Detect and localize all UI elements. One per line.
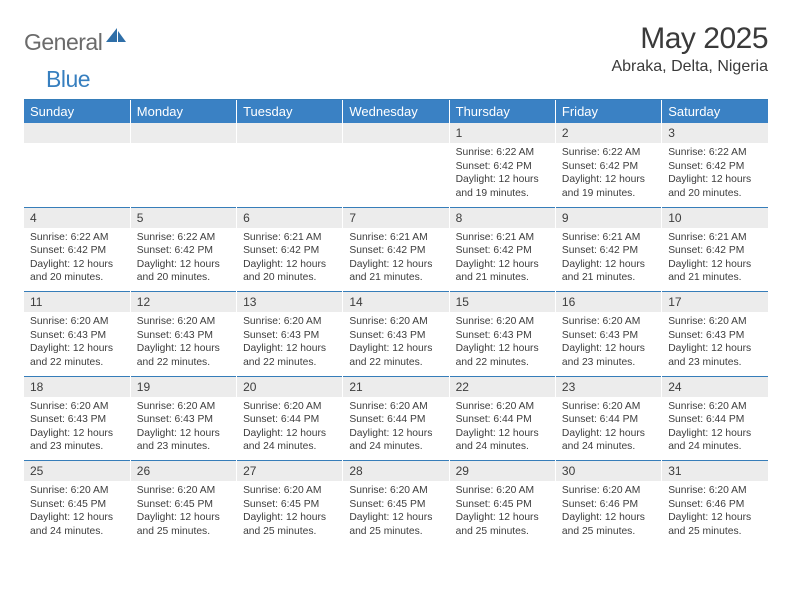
day-info-cell: Sunrise: 6:22 AM Sunset: 6:42 PM Dayligh… xyxy=(449,143,555,207)
day-number: 16 xyxy=(555,292,661,312)
day-info-cell: Sunrise: 6:20 AM Sunset: 6:43 PM Dayligh… xyxy=(343,312,449,376)
day-header: Sunday xyxy=(24,100,130,123)
day-number: 8 xyxy=(449,208,555,228)
day-number: 28 xyxy=(343,461,449,481)
month-title: May 2025 xyxy=(611,22,768,56)
title-block: May 2025 Abraka, Delta, Nigeria xyxy=(611,22,768,76)
day-info-cell: Sunrise: 6:20 AM Sunset: 6:43 PM Dayligh… xyxy=(237,312,343,376)
day-info-cell: Sunrise: 6:21 AM Sunset: 6:42 PM Dayligh… xyxy=(343,228,449,292)
day-info-cell xyxy=(130,143,236,207)
day-number: 24 xyxy=(662,377,768,397)
day-number: 13 xyxy=(237,292,343,312)
day-info-cell: Sunrise: 6:20 AM Sunset: 6:45 PM Dayligh… xyxy=(237,481,343,545)
day-number xyxy=(237,123,343,143)
location-label: Abraka, Delta, Nigeria xyxy=(611,58,768,76)
day-info-row: Sunrise: 6:20 AM Sunset: 6:43 PM Dayligh… xyxy=(24,397,768,461)
day-number: 30 xyxy=(555,461,661,481)
day-number: 31 xyxy=(662,461,768,481)
day-info-cell: Sunrise: 6:20 AM Sunset: 6:43 PM Dayligh… xyxy=(130,397,236,461)
day-number: 10 xyxy=(662,208,768,228)
day-info-cell: Sunrise: 6:20 AM Sunset: 6:43 PM Dayligh… xyxy=(555,312,661,376)
calendar-head: Sunday Monday Tuesday Wednesday Thursday… xyxy=(24,100,768,123)
day-info-cell: Sunrise: 6:20 AM Sunset: 6:44 PM Dayligh… xyxy=(449,397,555,461)
calendar-body: 123Sunrise: 6:22 AM Sunset: 6:42 PM Dayl… xyxy=(24,123,768,545)
day-info-cell: Sunrise: 6:22 AM Sunset: 6:42 PM Dayligh… xyxy=(24,228,130,292)
day-info-cell: Sunrise: 6:20 AM Sunset: 6:43 PM Dayligh… xyxy=(449,312,555,376)
day-number xyxy=(343,123,449,143)
day-info-cell: Sunrise: 6:22 AM Sunset: 6:42 PM Dayligh… xyxy=(662,143,768,207)
day-number: 20 xyxy=(237,377,343,397)
day-number: 5 xyxy=(130,208,236,228)
day-info-row: Sunrise: 6:22 AM Sunset: 6:42 PM Dayligh… xyxy=(24,143,768,207)
day-number: 29 xyxy=(449,461,555,481)
day-info-cell: Sunrise: 6:22 AM Sunset: 6:42 PM Dayligh… xyxy=(555,143,661,207)
day-info-cell: Sunrise: 6:20 AM Sunset: 6:45 PM Dayligh… xyxy=(449,481,555,545)
day-info-cell: Sunrise: 6:20 AM Sunset: 6:46 PM Dayligh… xyxy=(662,481,768,545)
day-header: Saturday xyxy=(662,100,768,123)
day-number: 25 xyxy=(24,461,130,481)
day-number: 17 xyxy=(662,292,768,312)
day-number: 15 xyxy=(449,292,555,312)
day-number: 2 xyxy=(555,123,661,143)
day-number: 26 xyxy=(130,461,236,481)
day-info-cell: Sunrise: 6:20 AM Sunset: 6:45 PM Dayligh… xyxy=(24,481,130,545)
day-number-row: 45678910 xyxy=(24,208,768,228)
day-number: 27 xyxy=(237,461,343,481)
day-header: Monday xyxy=(130,100,236,123)
day-number: 22 xyxy=(449,377,555,397)
day-number: 19 xyxy=(130,377,236,397)
day-number: 3 xyxy=(662,123,768,143)
day-info-cell: Sunrise: 6:20 AM Sunset: 6:44 PM Dayligh… xyxy=(555,397,661,461)
day-number: 9 xyxy=(555,208,661,228)
day-info-cell xyxy=(24,143,130,207)
day-info-cell: Sunrise: 6:20 AM Sunset: 6:46 PM Dayligh… xyxy=(555,481,661,545)
calendar-table: Sunday Monday Tuesday Wednesday Thursday… xyxy=(24,100,768,545)
day-number: 21 xyxy=(343,377,449,397)
day-info-row: Sunrise: 6:20 AM Sunset: 6:43 PM Dayligh… xyxy=(24,312,768,376)
brand-sail-icon xyxy=(106,28,126,42)
day-info-cell: Sunrise: 6:21 AM Sunset: 6:42 PM Dayligh… xyxy=(237,228,343,292)
day-number-row: 25262728293031 xyxy=(24,461,768,481)
day-number: 1 xyxy=(449,123,555,143)
day-info-cell: Sunrise: 6:22 AM Sunset: 6:42 PM Dayligh… xyxy=(130,228,236,292)
brand-text-1: General xyxy=(24,29,102,56)
day-info-cell: Sunrise: 6:20 AM Sunset: 6:43 PM Dayligh… xyxy=(662,312,768,376)
day-header-row: Sunday Monday Tuesday Wednesday Thursday… xyxy=(24,100,768,123)
day-number: 14 xyxy=(343,292,449,312)
day-info-cell xyxy=(343,143,449,207)
day-header: Wednesday xyxy=(343,100,449,123)
day-info-cell: Sunrise: 6:21 AM Sunset: 6:42 PM Dayligh… xyxy=(555,228,661,292)
day-number: 7 xyxy=(343,208,449,228)
day-info-cell xyxy=(237,143,343,207)
day-info-cell: Sunrise: 6:20 AM Sunset: 6:44 PM Dayligh… xyxy=(662,397,768,461)
day-info-cell: Sunrise: 6:20 AM Sunset: 6:43 PM Dayligh… xyxy=(24,312,130,376)
day-info-row: Sunrise: 6:22 AM Sunset: 6:42 PM Dayligh… xyxy=(24,228,768,292)
day-number-row: 18192021222324 xyxy=(24,377,768,397)
calendar-page: General May 2025 Abraka, Delta, Nigeria … xyxy=(0,0,792,545)
day-number xyxy=(24,123,130,143)
day-number xyxy=(130,123,236,143)
day-number: 6 xyxy=(237,208,343,228)
day-info-cell: Sunrise: 6:20 AM Sunset: 6:44 PM Dayligh… xyxy=(343,397,449,461)
day-number: 23 xyxy=(555,377,661,397)
day-info-cell: Sunrise: 6:21 AM Sunset: 6:42 PM Dayligh… xyxy=(449,228,555,292)
day-number: 18 xyxy=(24,377,130,397)
day-header: Tuesday xyxy=(237,100,343,123)
day-info-cell: Sunrise: 6:21 AM Sunset: 6:42 PM Dayligh… xyxy=(662,228,768,292)
brand-logo: General xyxy=(24,22,128,56)
day-number: 11 xyxy=(24,292,130,312)
day-header: Thursday xyxy=(449,100,555,123)
day-number: 12 xyxy=(130,292,236,312)
brand-text-2: Blue xyxy=(46,66,90,93)
day-info-cell: Sunrise: 6:20 AM Sunset: 6:45 PM Dayligh… xyxy=(130,481,236,545)
day-header: Friday xyxy=(555,100,661,123)
day-info-cell: Sunrise: 6:20 AM Sunset: 6:44 PM Dayligh… xyxy=(237,397,343,461)
day-number-row: 123 xyxy=(24,123,768,143)
day-info-cell: Sunrise: 6:20 AM Sunset: 6:43 PM Dayligh… xyxy=(130,312,236,376)
day-number: 4 xyxy=(24,208,130,228)
day-info-cell: Sunrise: 6:20 AM Sunset: 6:43 PM Dayligh… xyxy=(24,397,130,461)
day-number-row: 11121314151617 xyxy=(24,292,768,312)
day-info-cell: Sunrise: 6:20 AM Sunset: 6:45 PM Dayligh… xyxy=(343,481,449,545)
day-info-row: Sunrise: 6:20 AM Sunset: 6:45 PM Dayligh… xyxy=(24,481,768,545)
